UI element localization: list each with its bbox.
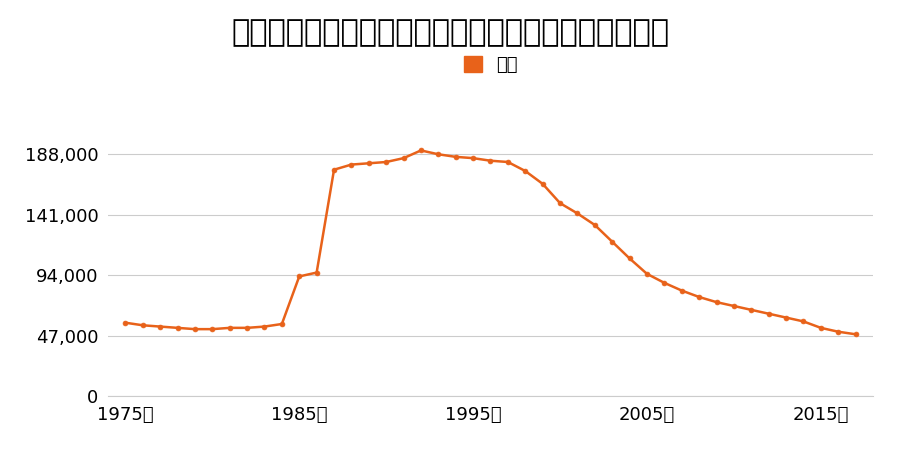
Legend: 価格: 価格 bbox=[456, 49, 525, 81]
Text: 福岡県筑後市大字山ノ井字松原２１３番９の地価推移: 福岡県筑後市大字山ノ井字松原２１３番９の地価推移 bbox=[231, 18, 669, 47]
